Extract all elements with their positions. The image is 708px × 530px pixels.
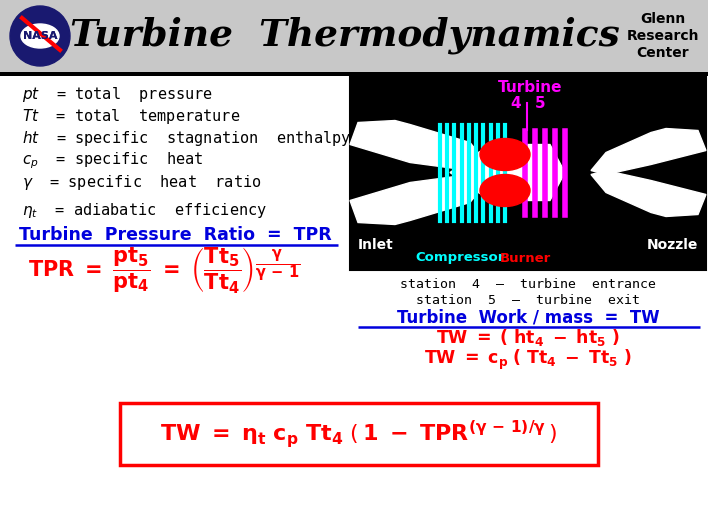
Ellipse shape xyxy=(480,138,530,171)
Polygon shape xyxy=(591,128,706,174)
Polygon shape xyxy=(350,120,490,171)
Text: $\gamma$  = specific  heat  ratio: $\gamma$ = specific heat ratio xyxy=(22,173,261,192)
FancyBboxPatch shape xyxy=(350,75,706,270)
Text: Compressor: Compressor xyxy=(416,252,505,264)
Text: Turbine  Work / mass  =  TW: Turbine Work / mass = TW xyxy=(396,308,659,326)
Polygon shape xyxy=(591,171,706,216)
Text: $ht$  = specific  stagnation  enthalpy: $ht$ = specific stagnation enthalpy xyxy=(22,129,351,148)
Text: $pt$  = total  pressure: $pt$ = total pressure xyxy=(22,85,213,104)
Text: Turbine  Pressure  Ratio  =  TPR: Turbine Pressure Ratio = TPR xyxy=(18,226,331,244)
Polygon shape xyxy=(450,145,565,200)
Text: Turbine: Turbine xyxy=(498,80,562,94)
FancyBboxPatch shape xyxy=(0,72,708,76)
Ellipse shape xyxy=(21,24,59,48)
Polygon shape xyxy=(350,174,490,225)
Text: $\mathbf{TPR\ =\ \dfrac{pt_5}{pt_4}\ =\ \left(\dfrac{Tt_5}{Tt_4}\right)^{\dfrac{: $\mathbf{TPR\ =\ \dfrac{pt_5}{pt_4}\ =\ … xyxy=(28,245,300,295)
FancyBboxPatch shape xyxy=(0,0,708,72)
Text: $\mathbf{TW\ =\ \eta_t\ c_p\ Tt_4\ \left(\,1\ -\ TPR^{(\gamma\,-\,1)/\gamma}\,\r: $\mathbf{TW\ =\ \eta_t\ c_p\ Tt_4\ \left… xyxy=(160,418,558,450)
Text: Nozzle: Nozzle xyxy=(646,238,698,252)
Text: $\mathbf{TW\ =\ c_p\ (\ Tt_4\ -\ Tt_5\ )}$: $\mathbf{TW\ =\ c_p\ (\ Tt_4\ -\ Tt_5\ )… xyxy=(424,348,632,372)
Text: 5: 5 xyxy=(535,95,545,110)
Text: 4: 4 xyxy=(510,95,521,110)
FancyBboxPatch shape xyxy=(120,403,598,465)
Text: Turbine  Thermodynamics: Turbine Thermodynamics xyxy=(70,16,620,54)
Text: $Tt$  = total  temperature: $Tt$ = total temperature xyxy=(22,108,240,127)
Text: station  5  –  turbine  exit: station 5 – turbine exit xyxy=(416,294,640,306)
Text: Burner: Burner xyxy=(499,252,551,264)
Text: NASA: NASA xyxy=(23,31,57,41)
Text: NASA: NASA xyxy=(23,31,57,41)
Ellipse shape xyxy=(480,174,530,207)
Circle shape xyxy=(10,6,70,66)
Text: station  4  –  turbine  entrance: station 4 – turbine entrance xyxy=(400,278,656,292)
Text: $c_p$  = specific  heat: $c_p$ = specific heat xyxy=(22,151,203,171)
Text: Inlet: Inlet xyxy=(358,238,394,252)
Text: Glenn
Research
Center: Glenn Research Center xyxy=(627,12,700,60)
Text: $\mathbf{TW\ =\ (\ ht_4\ -\ ht_5\ )}$: $\mathbf{TW\ =\ (\ ht_4\ -\ ht_5\ )}$ xyxy=(436,328,620,349)
Text: $\eta_t$  = adiabatic  efficiency: $\eta_t$ = adiabatic efficiency xyxy=(22,200,267,219)
